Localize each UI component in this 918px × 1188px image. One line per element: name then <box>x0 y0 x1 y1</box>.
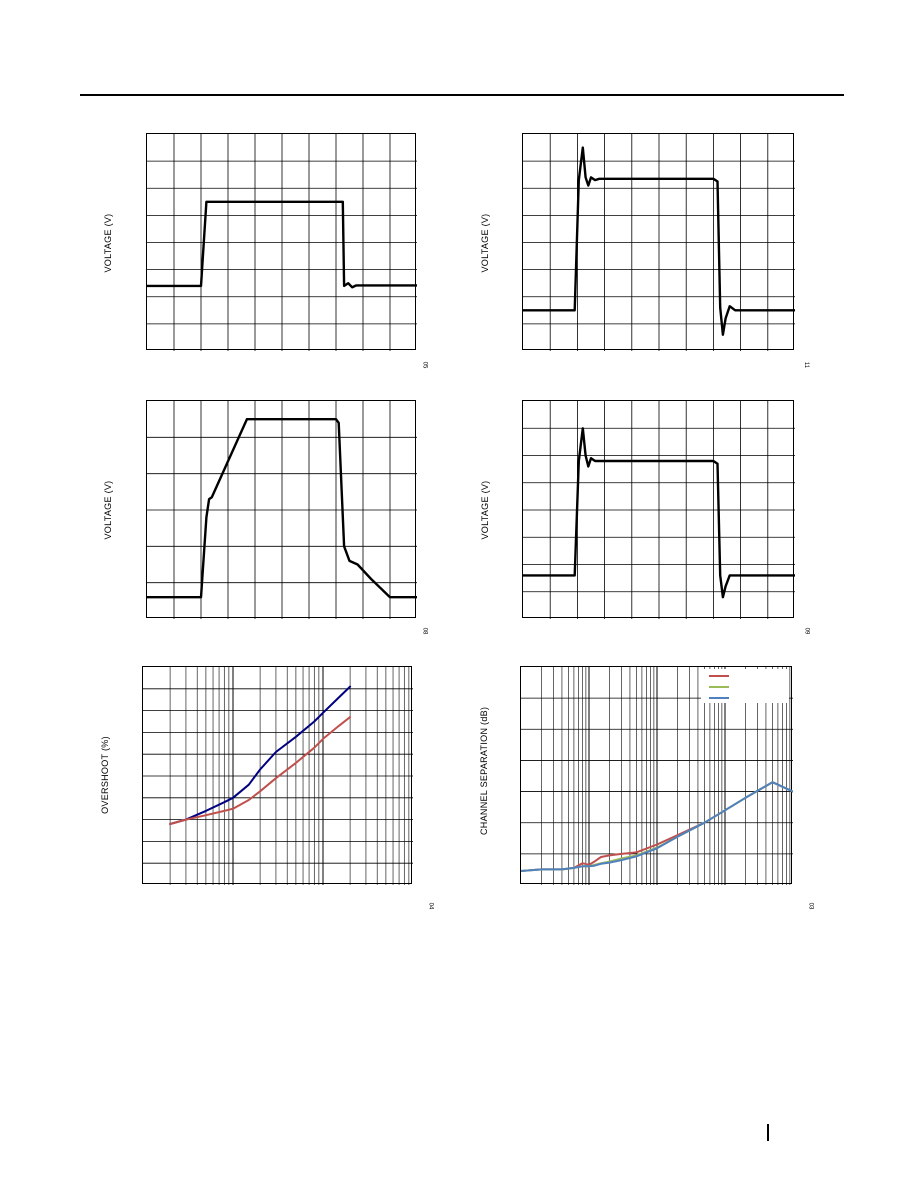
grid <box>143 667 413 885</box>
series-line-1 <box>523 146 795 336</box>
grid <box>523 401 795 619</box>
y-axis-label: VOLTAGE (V) <box>103 480 113 540</box>
series-line-2 <box>169 716 352 825</box>
y-axis-label: VOLTAGE (V) <box>480 480 490 540</box>
grid <box>147 401 417 619</box>
plot-area <box>142 666 413 885</box>
y-axis-label: CHANNEL SEPARATION (dB) <box>479 706 489 835</box>
chart-svg <box>147 401 417 619</box>
series-line-3 <box>521 781 793 872</box>
plot-area <box>146 133 417 351</box>
series-line-1 <box>147 200 417 289</box>
chart-svg <box>523 134 795 351</box>
grid <box>523 134 795 351</box>
figure-id: 08 <box>421 627 428 635</box>
series-line-1 <box>523 427 795 599</box>
y-axis-label: VOLTAGE (V) <box>103 213 113 273</box>
chart-svg <box>521 667 793 885</box>
grid <box>521 667 793 885</box>
figure-id: 03 <box>807 902 814 910</box>
plot-area <box>146 400 417 619</box>
chart-svg <box>147 134 417 351</box>
series-line-1 <box>147 418 417 599</box>
y-axis-label: OVERSHOOT (%) <box>100 736 110 814</box>
chart-svg <box>523 401 795 619</box>
page-marker <box>767 1124 769 1141</box>
figure-id: 04 <box>427 902 434 910</box>
header-rule <box>80 94 844 96</box>
legend <box>701 669 789 703</box>
plot-area <box>522 400 795 619</box>
series-line-1 <box>169 685 352 825</box>
plot-area <box>520 666 793 885</box>
plot-area <box>522 133 795 351</box>
figure-id: 11 <box>803 361 810 369</box>
figure-id: 09 <box>803 627 810 635</box>
grid <box>147 134 417 351</box>
y-axis-label: VOLTAGE (V) <box>480 213 490 273</box>
figure-id: 05 <box>421 361 428 369</box>
chart-svg <box>143 667 413 885</box>
